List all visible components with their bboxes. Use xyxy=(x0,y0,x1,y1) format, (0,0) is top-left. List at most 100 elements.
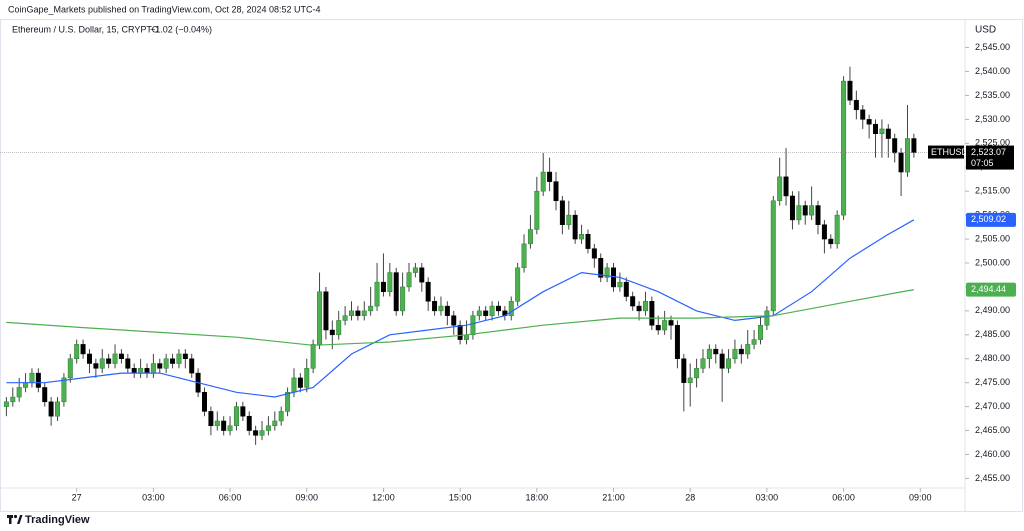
candle-body xyxy=(764,310,770,326)
candle-body xyxy=(400,286,406,312)
candle-body xyxy=(342,315,348,321)
candle-body xyxy=(642,301,648,312)
candle-body xyxy=(304,368,310,388)
candle-body xyxy=(425,281,431,302)
x-tick-label: 27 xyxy=(72,492,82,502)
candle-body xyxy=(170,358,176,364)
candle-body xyxy=(23,382,29,388)
symbol-tag xyxy=(928,145,964,159)
candle-body xyxy=(317,291,323,345)
candle-body xyxy=(412,267,418,273)
candle-body xyxy=(355,310,361,316)
candle-body xyxy=(208,411,214,427)
candle-body xyxy=(713,348,719,355)
symbol: Ethereum / U.S. Dollar, 15, CRYPTO xyxy=(12,24,159,34)
candle-body xyxy=(892,138,898,154)
candle-body xyxy=(687,377,693,383)
brand-logo xyxy=(7,514,23,524)
y-tick-label: 2,490.00 xyxy=(975,305,1010,315)
candle-body xyxy=(323,291,329,331)
candle-body xyxy=(310,344,316,369)
candle-body xyxy=(579,234,585,240)
x-tick-label: 09:00 xyxy=(909,492,932,502)
candle-body xyxy=(106,358,112,364)
candle-body xyxy=(553,181,559,202)
candle-body xyxy=(783,176,789,197)
x-tick-label: 03:00 xyxy=(142,492,165,502)
candle-body xyxy=(540,171,546,192)
candle-body xyxy=(777,176,783,202)
moving-average xyxy=(6,289,915,346)
candle-body xyxy=(828,238,834,245)
candle-body xyxy=(489,305,495,316)
candle-body xyxy=(285,392,291,412)
candle-body xyxy=(233,406,239,427)
candle-body xyxy=(99,358,105,369)
candle-body xyxy=(681,358,687,383)
candle-body xyxy=(227,425,233,431)
candle-body xyxy=(118,353,124,359)
price-tag xyxy=(966,282,1016,297)
candle-body xyxy=(898,152,904,173)
candle-body xyxy=(866,119,872,125)
candle-body xyxy=(189,358,195,374)
currency: USD xyxy=(975,25,996,36)
candle-body xyxy=(29,372,35,383)
candle-body xyxy=(3,401,9,407)
candle-body xyxy=(265,425,271,431)
x-tick-label: 03:00 xyxy=(756,492,779,502)
candle-body xyxy=(700,358,706,369)
candle-body xyxy=(144,368,150,374)
candle-body xyxy=(157,363,163,369)
candle-body xyxy=(809,205,815,216)
candle-body xyxy=(853,99,859,111)
candle-body xyxy=(719,353,725,369)
x-tick-label: 09:00 xyxy=(295,492,318,502)
candle-body xyxy=(336,320,342,336)
candle-body xyxy=(361,310,367,316)
candle-body xyxy=(694,368,700,379)
candle-body xyxy=(527,229,533,245)
x-tick-label: 18:00 xyxy=(526,492,549,502)
candle-body xyxy=(438,305,444,312)
candle-body xyxy=(604,267,610,278)
frame xyxy=(0,19,1023,512)
candle-body xyxy=(42,387,48,403)
candle-body xyxy=(879,128,885,134)
candle-body xyxy=(67,358,73,379)
candle-body xyxy=(182,353,188,359)
candle-body xyxy=(451,315,457,326)
candle-body xyxy=(732,348,738,359)
candle-body xyxy=(253,430,259,436)
candle-body xyxy=(374,281,380,307)
candle-body xyxy=(751,339,757,345)
candle-body xyxy=(55,401,61,417)
countdown: 07:05 xyxy=(971,158,994,168)
symbol-tag-label: ETHUSD xyxy=(931,147,969,157)
y-tick-label: 2,470.00 xyxy=(975,401,1010,411)
candle-body xyxy=(508,301,514,316)
candle-body xyxy=(259,430,265,436)
candle-body xyxy=(668,320,674,326)
y-tick-label: 2,465.00 xyxy=(975,425,1010,435)
candle-body xyxy=(630,296,636,307)
x-tick-label: 28 xyxy=(685,492,695,502)
x-tick-label: 21:00 xyxy=(602,492,625,502)
candle-body xyxy=(349,310,354,316)
candle-body xyxy=(534,190,540,230)
brand: TradingView xyxy=(25,514,90,526)
candle-body xyxy=(566,214,572,225)
candle-body xyxy=(815,205,821,225)
y-tick-label: 2,500.00 xyxy=(975,257,1010,267)
candle-body xyxy=(406,272,412,288)
candle-body xyxy=(758,324,763,340)
y-tick-label: 2,460.00 xyxy=(975,449,1010,459)
change: −1.02 (−0.04%) xyxy=(150,24,212,34)
candle-body xyxy=(495,305,501,312)
y-tick-label: 2,535.00 xyxy=(975,90,1010,100)
y-tick-label: 2,505.00 xyxy=(975,233,1010,243)
candle-body xyxy=(61,377,67,403)
candle-body xyxy=(885,128,891,139)
candle-body xyxy=(35,372,41,388)
